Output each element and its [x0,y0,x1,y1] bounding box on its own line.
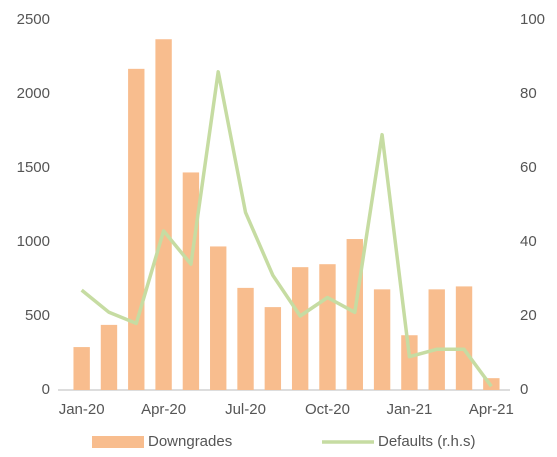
x-tick-label: Jan-20 [59,401,105,418]
bar [291,267,309,390]
bar [428,289,445,390]
y2-tick-label: 80 [520,85,537,102]
y2-tick-label: 100 [520,11,545,28]
x-tick-label: Apr-21 [469,401,514,418]
x-tick-label: Apr-20 [141,401,186,418]
bar [73,347,90,390]
bar [182,172,200,390]
line [80,70,493,388]
bar [401,335,418,390]
x-tick-label: Jul-20 [225,401,266,418]
bar [455,286,473,390]
y-tick-label: 1500 [17,159,50,176]
bar [373,289,391,390]
y-tick-label: 1000 [17,233,50,250]
x-tick-label: Jan-21 [386,401,432,418]
y2-tick-label: 60 [520,159,537,176]
y2-tick-label: 40 [520,233,537,250]
bar [100,324,118,390]
y-tick-label: 0 [42,381,50,398]
bar [264,307,282,390]
bar [128,68,145,390]
y-tick-label: 2500 [17,11,50,28]
bar [237,287,254,390]
legend-swatch [92,436,144,448]
y2-tick-label: 0 [520,381,528,398]
bar [210,246,227,390]
y-tick-label: 500 [25,307,50,324]
legend-label: Defaults (r.h.s) [378,433,476,450]
bar [155,39,172,391]
legend-label: Downgrades [148,433,232,450]
bar [319,264,336,390]
y2-tick-label: 20 [520,307,537,324]
x-tick-label: Oct-20 [305,401,350,418]
bar [346,239,363,390]
y-tick-label: 2000 [17,85,50,102]
